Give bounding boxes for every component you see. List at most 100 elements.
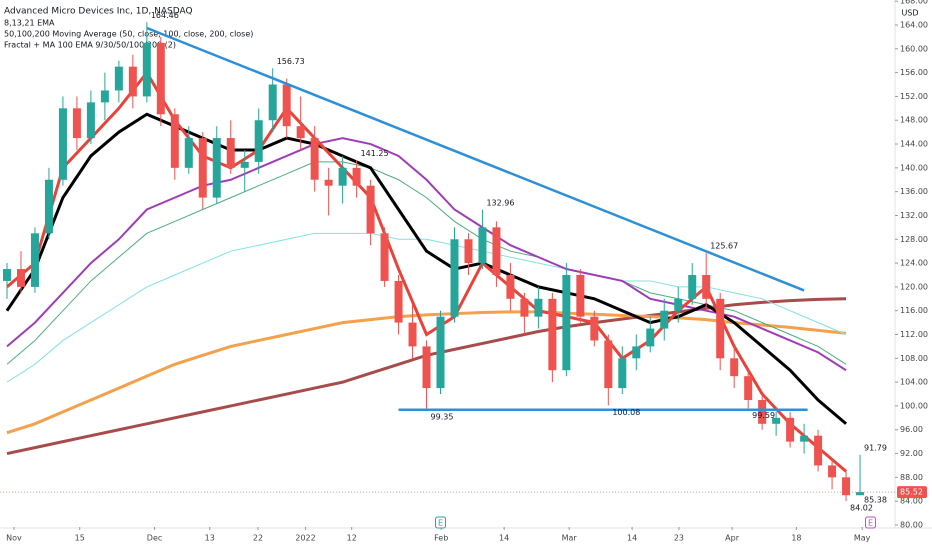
price-annotation: 164.46: [151, 11, 179, 20]
y-tick-label: 88.00: [900, 473, 923, 482]
y-tick-label: 160.00: [900, 44, 928, 53]
candle-body: [744, 376, 753, 400]
candle-body: [366, 185, 375, 234]
candle-body: [254, 120, 263, 162]
indicator-label: 8,13,21 EMA: [4, 19, 55, 28]
candle-body: [142, 42, 151, 97]
candle-body: [324, 179, 333, 186]
earnings-marker: [865, 516, 877, 529]
price-annotation: 156.73: [277, 57, 305, 66]
y-tick-label: 116.00: [900, 306, 928, 315]
moving-average: [6, 310, 847, 435]
candle-body: [632, 346, 641, 359]
x-tick-label: 18: [791, 534, 801, 543]
candle-body: [58, 108, 67, 180]
candle-body: [576, 274, 585, 317]
candle-body: [380, 233, 389, 281]
y-tick-label: 148.00: [900, 116, 928, 125]
price-annotation: 85.38: [864, 495, 887, 504]
y-tick-label: 152.00: [900, 92, 928, 101]
y-tick-label: 112.00: [900, 330, 928, 339]
candle-body: [100, 90, 109, 103]
candle-body: [464, 239, 473, 264]
candle-body: [310, 138, 319, 180]
price-annotation: 141.25: [361, 149, 389, 158]
x-tick-label: 15: [75, 534, 85, 543]
candle-body: [674, 298, 683, 311]
candle-body: [828, 465, 837, 478]
candle-body: [450, 239, 459, 317]
indicator-label: Fractal + MA 100 EMA 9/30/50/100/200 (2): [4, 41, 176, 50]
y-tick-label: 156.00: [900, 68, 928, 77]
y-tick-label: 80.00: [900, 520, 923, 529]
candle-body: [548, 298, 557, 371]
price-annotation: 99.35: [431, 412, 454, 421]
last-price-label: 85.52: [900, 488, 923, 497]
x-tick-label: Dec: [147, 534, 162, 543]
x-tick-label: 2022: [295, 534, 315, 543]
candle-body: [128, 66, 137, 97]
y-tick-label: 104.00: [900, 378, 928, 387]
candle-body: [772, 417, 781, 424]
y-tick-label: 144.00: [900, 140, 928, 149]
candle-body: [422, 346, 431, 389]
candle-body: [436, 316, 445, 389]
price-annotation: 91.79: [864, 443, 887, 452]
candle-body: [212, 138, 221, 198]
x-tick-label: 14: [627, 534, 637, 543]
candle-body: [184, 138, 193, 168]
candle-body: [506, 274, 515, 299]
y-tick-label: 84.00: [900, 497, 923, 506]
x-tick-label: 14: [499, 534, 509, 543]
y-tick-label: 140.00: [900, 163, 928, 172]
indicator-label: 50,100,200 Moving Average (50, close, 10…: [4, 30, 253, 39]
x-tick-label: 12: [347, 534, 357, 543]
y-tick-label: 164.00: [900, 20, 928, 29]
candle-body: [646, 328, 655, 347]
candle-body: [156, 42, 165, 115]
candle-body: [198, 138, 207, 198]
price-annotation: 125.67: [710, 242, 738, 251]
candle-body: [170, 114, 179, 168]
candle-body: [730, 358, 739, 377]
candle-body: [394, 280, 403, 323]
x-tick-label: Apr: [725, 534, 740, 543]
candle-body: [352, 167, 361, 186]
candle-body: [534, 298, 543, 317]
candle-body: [758, 399, 767, 424]
x-tick-label: 22: [253, 534, 263, 543]
candle-body: [618, 358, 627, 389]
candle-body: [562, 274, 571, 371]
candle-body: [814, 435, 823, 466]
candle-body: [408, 322, 417, 347]
candle-body: [72, 108, 81, 139]
y-tick-label: 136.00: [900, 187, 928, 196]
y-tick-label: 108.00: [900, 354, 928, 363]
x-tick-label: 13: [205, 534, 215, 543]
y-tick-label: 92.00: [900, 449, 923, 458]
price-annotation: 100.08: [612, 408, 640, 417]
candle-body: [604, 340, 613, 389]
candle-body: [492, 227, 501, 275]
y-tick-label: 132.00: [900, 211, 928, 220]
candle-body: [240, 161, 249, 168]
last-price-tag: [897, 486, 927, 499]
candle-body: [660, 310, 669, 329]
candle-body: [716, 298, 725, 359]
y-tick-label: 128.00: [900, 235, 928, 244]
candle-body: [520, 298, 529, 317]
x-tick-label: Mar: [562, 534, 578, 543]
price-annotation: 84.02: [850, 504, 873, 513]
x-tick-label: 23: [674, 534, 684, 543]
earnings-label: E: [868, 519, 873, 528]
candle-body: [30, 233, 39, 287]
earnings-label: E: [438, 519, 443, 528]
y-tick-label: 120.00: [900, 282, 928, 291]
candle-body: [338, 167, 347, 186]
y-tick-label: 96.00: [900, 425, 923, 434]
chart-title: Advanced Micro Devices Inc, 1D, NASDAQ: [4, 7, 193, 17]
x-tick-label: May: [854, 534, 871, 543]
candle-body: [44, 179, 53, 234]
